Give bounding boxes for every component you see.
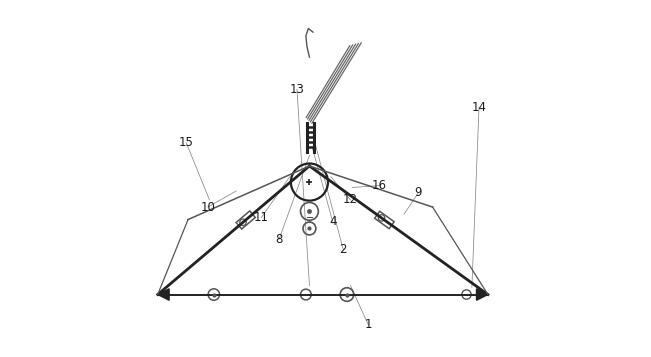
Text: 1: 1 bbox=[365, 318, 372, 331]
Text: 10: 10 bbox=[201, 201, 215, 213]
Text: 15: 15 bbox=[179, 136, 194, 149]
Text: 9: 9 bbox=[415, 186, 422, 199]
Text: 11: 11 bbox=[254, 211, 269, 224]
Text: 13: 13 bbox=[290, 83, 305, 96]
Text: 12: 12 bbox=[343, 193, 358, 206]
Text: 4: 4 bbox=[329, 215, 337, 228]
Polygon shape bbox=[477, 289, 488, 300]
Polygon shape bbox=[158, 289, 169, 300]
Text: 14: 14 bbox=[471, 101, 486, 114]
Text: 2: 2 bbox=[340, 243, 347, 256]
Text: 16: 16 bbox=[372, 179, 387, 192]
Text: 8: 8 bbox=[275, 233, 283, 246]
